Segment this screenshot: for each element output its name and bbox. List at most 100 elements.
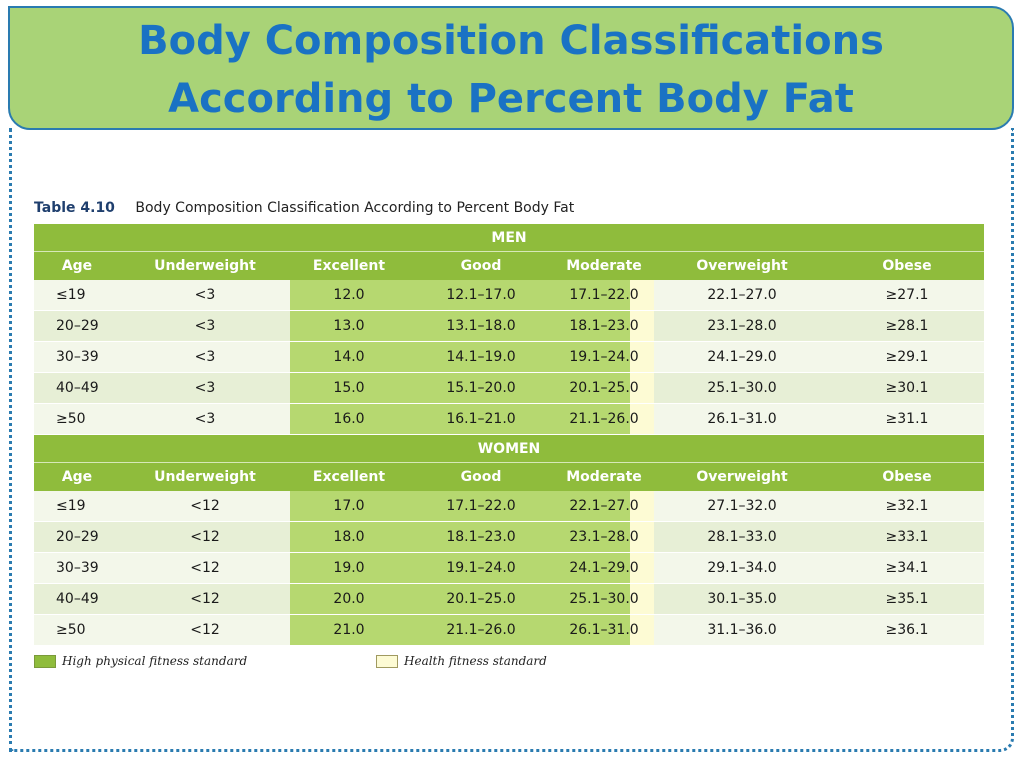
cell-obese: ≥27.1 bbox=[830, 280, 984, 311]
cell-obese: ≥31.1 bbox=[830, 403, 984, 435]
cell-age: ≤19 bbox=[34, 280, 120, 311]
cell-underweight: <3 bbox=[120, 403, 290, 435]
health-fitness-swatch bbox=[376, 654, 398, 668]
cell-age: ≥50 bbox=[34, 403, 120, 435]
cell-moderate: 18.1–23.0 bbox=[554, 310, 654, 342]
cell-age: 40–49 bbox=[34, 372, 120, 404]
title-banner: Body Composition Classifications Accordi… bbox=[8, 6, 1014, 130]
cell-overweight: 24.1–29.0 bbox=[654, 341, 830, 373]
cell-age: 30–39 bbox=[34, 552, 120, 584]
cell-good: 16.1–21.0 bbox=[408, 403, 554, 435]
column-header-good: Good bbox=[408, 251, 554, 280]
cell-age: 20–29 bbox=[34, 310, 120, 342]
cell-obese: ≥29.1 bbox=[830, 341, 984, 373]
cell-age: ≤19 bbox=[34, 491, 120, 522]
column-header-row: Age Underweight Excellent Good Moderate Overw… bbox=[34, 251, 984, 280]
legend-label-health: Health fitness standard bbox=[404, 654, 547, 668]
table-number: Table 4.10 bbox=[34, 200, 115, 216]
table-row: 30–39 <12 19.0 19.1–24.0 24.1–29.0 29.1–34.0 ≥… bbox=[34, 552, 984, 584]
cell-good: 21.1–26.0 bbox=[408, 614, 554, 646]
cell-underweight: <3 bbox=[120, 280, 290, 311]
legend-item-health-fitness: Health fitness standard bbox=[376, 654, 547, 668]
column-header-age: Age bbox=[34, 251, 120, 280]
legend: High physical fitness standard Health fi… bbox=[34, 654, 994, 672]
high-fitness-swatch bbox=[34, 654, 56, 668]
page-title-line-2: According to Percent Body Fat bbox=[168, 76, 854, 122]
column-header-excellent: Excellent bbox=[290, 251, 408, 280]
cell-obese: ≥34.1 bbox=[830, 552, 984, 584]
cell-moderate: 25.1–30.0 bbox=[554, 583, 654, 615]
cell-obese: ≥35.1 bbox=[830, 583, 984, 615]
content-frame bbox=[9, 128, 1014, 752]
cell-moderate: 19.1–24.0 bbox=[554, 341, 654, 373]
cell-good: 19.1–24.0 bbox=[408, 552, 554, 584]
legend-label-high: High physical fitness standard bbox=[62, 654, 248, 668]
column-header-row: Age Underweight Excellent Good Moderate Overw… bbox=[34, 462, 984, 491]
cell-obese: ≥32.1 bbox=[830, 491, 984, 522]
cell-moderate: 23.1–28.0 bbox=[554, 521, 654, 553]
column-header-underweight: Underweight bbox=[120, 462, 290, 491]
cell-underweight: <12 bbox=[120, 583, 290, 615]
cell-age: 40–49 bbox=[34, 583, 120, 615]
section-header-men: MEN bbox=[34, 224, 984, 252]
column-header-good: Good bbox=[408, 462, 554, 491]
cell-underweight: <12 bbox=[120, 552, 290, 584]
legend-item-high-fitness: High physical fitness standard bbox=[34, 654, 247, 668]
table-caption: Table 4.10 Body Composition Classificati… bbox=[34, 200, 574, 216]
cell-moderate: 17.1–22.0 bbox=[554, 280, 654, 311]
cell-moderate: 21.1–26.0 bbox=[554, 403, 654, 435]
column-header-moderate: Moderate bbox=[554, 251, 654, 280]
cell-overweight: 25.1–30.0 bbox=[654, 372, 830, 404]
cell-excellent: 17.0 bbox=[290, 491, 408, 522]
cell-moderate: 20.1–25.0 bbox=[554, 372, 654, 404]
column-header-underweight: Underweight bbox=[120, 251, 290, 280]
cell-overweight: 27.1–32.0 bbox=[654, 491, 830, 522]
cell-excellent: 19.0 bbox=[290, 552, 408, 584]
cell-underweight: <3 bbox=[120, 310, 290, 342]
women-section: WOMEN Age Underweight Excellent Good Moderat… bbox=[34, 434, 984, 646]
cell-obese: ≥30.1 bbox=[830, 372, 984, 404]
cell-good: 18.1–23.0 bbox=[408, 521, 554, 553]
cell-excellent: 13.0 bbox=[290, 310, 408, 342]
cell-moderate: 26.1–31.0 bbox=[554, 614, 654, 646]
cell-age: 30–39 bbox=[34, 341, 120, 373]
cell-underweight: <12 bbox=[120, 491, 290, 522]
cell-moderate: 24.1–29.0 bbox=[554, 552, 654, 584]
cell-excellent: 16.0 bbox=[290, 403, 408, 435]
cell-underweight: <3 bbox=[120, 372, 290, 404]
cell-underweight: <12 bbox=[120, 521, 290, 553]
cell-overweight: 30.1–35.0 bbox=[654, 583, 830, 615]
table-row: ≤19 <12 17.0 17.1–22.0 22.1–27.0 27.1–32.0 ≥32… bbox=[34, 491, 984, 522]
section-label-men: MEN bbox=[34, 224, 984, 252]
cell-good: 15.1–20.0 bbox=[408, 372, 554, 404]
cell-excellent: 20.0 bbox=[290, 583, 408, 615]
cell-excellent: 12.0 bbox=[290, 280, 408, 311]
table-row: 20–29 <3 13.0 13.1–18.0 18.1–23.0 23.1–28.0 ≥2… bbox=[34, 310, 984, 342]
men-section: MEN Age Underweight Excellent Good Moderate O… bbox=[34, 224, 984, 435]
table-title: Body Composition Classification Accordin… bbox=[135, 200, 575, 216]
table-row: 40–49 <12 20.0 20.1–25.0 25.1–30.0 30.1–35.0 ≥… bbox=[34, 583, 984, 615]
table-row: 30–39 <3 14.0 14.1–19.0 19.1–24.0 24.1–29.0 ≥2… bbox=[34, 341, 984, 373]
cell-obese: ≥36.1 bbox=[830, 614, 984, 646]
cell-overweight: 22.1–27.0 bbox=[654, 280, 830, 311]
cell-underweight: <3 bbox=[120, 341, 290, 373]
cell-good: 14.1–19.0 bbox=[408, 341, 554, 373]
column-header-moderate: Moderate bbox=[554, 462, 654, 491]
page-title-line-1: Body Composition Classifications bbox=[138, 18, 884, 64]
cell-moderate: 22.1–27.0 bbox=[554, 491, 654, 522]
table-row: 40–49 <3 15.0 15.1–20.0 20.1–25.0 25.1–30.0 ≥3… bbox=[34, 372, 984, 404]
column-header-excellent: Excellent bbox=[290, 462, 408, 491]
cell-good: 20.1–25.0 bbox=[408, 583, 554, 615]
cell-good: 17.1–22.0 bbox=[408, 491, 554, 522]
table-row: 20–29 <12 18.0 18.1–23.0 23.1–28.0 28.1–33.0 ≥… bbox=[34, 521, 984, 553]
table-row: ≥50 <12 21.0 21.1–26.0 26.1–31.0 31.1–36.0 ≥36… bbox=[34, 614, 984, 646]
cell-age: ≥50 bbox=[34, 614, 120, 646]
cell-overweight: 29.1–34.0 bbox=[654, 552, 830, 584]
cell-excellent: 15.0 bbox=[290, 372, 408, 404]
section-header-women: WOMEN bbox=[34, 434, 984, 463]
cell-excellent: 18.0 bbox=[290, 521, 408, 553]
section-label-women: WOMEN bbox=[34, 434, 984, 463]
cell-excellent: 21.0 bbox=[290, 614, 408, 646]
cell-overweight: 23.1–28.0 bbox=[654, 310, 830, 342]
column-header-overweight: Overweight bbox=[654, 251, 830, 280]
